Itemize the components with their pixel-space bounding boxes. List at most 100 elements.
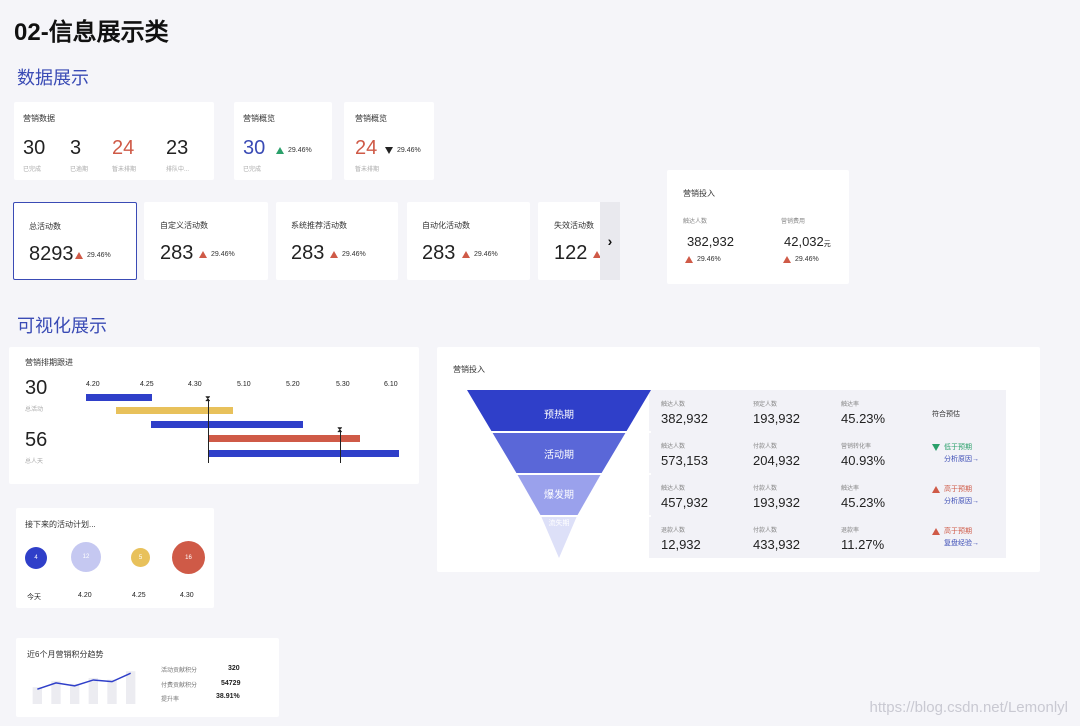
pin-icon: ⧗ [205, 394, 211, 403]
delta-text: 29.46% [795, 256, 819, 263]
funnel-metric-label: 付款人数 [753, 444, 778, 450]
overview-card: 营销概览 24 29.46% 暂未排期 [344, 102, 434, 180]
delta-text: 29.46% [288, 147, 312, 154]
funnel-metric-value: 45.23% [841, 495, 886, 510]
plan-bubble[interactable]: 5 [131, 548, 150, 567]
analysis-link[interactable]: 复盘经验→ [944, 540, 979, 547]
status: 高于预期 [932, 484, 972, 494]
stat-value: 30 [23, 137, 46, 159]
date-tick: 5.30 [336, 381, 350, 388]
funnel-metric-label: 触达人数 [661, 444, 686, 450]
watermark: https://blog.csdn.net/Lemonlyl [869, 699, 1068, 716]
card-title: 近6个月营销积分趋势 [27, 650, 104, 659]
funnel-metric-label: 营销转化率 [841, 444, 872, 450]
gantt-bar[interactable] [86, 394, 152, 401]
stat-value: 30 [25, 377, 48, 399]
stat-value: 23 [166, 137, 189, 159]
activity-value: 122 [554, 242, 588, 264]
funnel-card: 营销投入 预热期 活动期 爆发期 流失期 触达人数 382,932 预定人数 193,… [437, 347, 1040, 572]
activity-value: 283 [160, 242, 194, 264]
plan-date: 4.20 [78, 592, 92, 599]
plan-bubble[interactable]: 4 [25, 547, 47, 569]
down-triangle-icon [932, 443, 940, 451]
stat-label: 总人天 [25, 459, 44, 465]
stat-label: 总活动 [25, 407, 44, 413]
gantt-bar[interactable] [208, 435, 360, 442]
activity-card[interactable]: 自动化活动数 283 29.46% [407, 202, 530, 280]
activity-value: 8293 [29, 243, 74, 265]
status-text: 高于预期 [944, 486, 972, 493]
funnel-metric-label: 触达率 [841, 486, 860, 492]
plan-bubble[interactable]: 16 [172, 541, 205, 574]
gantt-bar[interactable] [151, 421, 303, 428]
stat-value: 3 [70, 137, 82, 159]
delta: 29.46% [685, 256, 721, 263]
stat-label: 暂未排期 [355, 167, 380, 173]
date-tick: 5.20 [286, 381, 300, 388]
funnel-stage-1 [467, 390, 651, 432]
funnel-stage-2 [492, 432, 626, 474]
delta-text: 29.46% [342, 251, 366, 258]
metric-label: 营销费用 [781, 219, 806, 225]
activity-card[interactable]: 自定义活动数 283 29.46% [144, 202, 268, 280]
analysis-link[interactable]: 分析原因→ [944, 456, 979, 463]
up-triangle-icon [593, 251, 601, 258]
plan-date: 4.25 [132, 592, 146, 599]
date-tick: 5.10 [237, 381, 251, 388]
funnel-metric-label: 触达人数 [661, 486, 686, 492]
section-title-data: 数据展示 [17, 68, 89, 88]
stat-label: 已完成 [243, 167, 262, 173]
trend-label: 提升率 [161, 697, 180, 703]
stat-value: 24 [112, 137, 135, 159]
plan-date: 今天 [27, 594, 41, 601]
schedule-card: 营销排期跟进 30 总活动 56 总人天 4.20 4.25 4.30 5.10… [9, 347, 419, 484]
activity-card-selected[interactable]: 总活动数 8293 29.46% [13, 202, 137, 280]
funnel-stage-label: 活动期 [544, 450, 574, 461]
card-title: 营销概览 [243, 114, 275, 123]
funnel-stage-4 [541, 516, 577, 558]
trend-value: 320 [228, 665, 240, 672]
delta: 29.46% [462, 251, 498, 258]
card-title: 总活动数 [29, 222, 61, 231]
activity-card[interactable]: 系统推荐活动数 283 29.46% [276, 202, 398, 280]
status: 高于预期 [932, 526, 972, 536]
gantt-bar[interactable] [208, 450, 399, 457]
unit-text: 元 [823, 241, 831, 248]
plan-date: 4.30 [180, 592, 194, 599]
funnel-metric-value: 193,932 [753, 495, 800, 510]
card-title: 系统推荐活动数 [291, 221, 347, 230]
gantt-bar[interactable] [116, 407, 233, 414]
overview-value: 24 [355, 137, 378, 159]
up-triangle-icon [330, 251, 338, 258]
up-triangle-icon [462, 251, 470, 258]
date-tick: 4.25 [140, 381, 154, 388]
card-title: 接下来的活动计划... [25, 520, 96, 529]
plan-bubble[interactable]: 12 [71, 542, 101, 572]
funnel-table-bg [649, 390, 1006, 558]
funnel-metric-value: 457,932 [661, 495, 708, 510]
delta: 29.46% [385, 147, 421, 154]
status-text: 高于预期 [944, 528, 972, 535]
delta-text: 29.46% [474, 251, 498, 258]
delta: 29.46% [330, 251, 366, 258]
trend-bar [70, 683, 80, 704]
up-triangle-icon [932, 527, 940, 535]
card-title: 营销概览 [355, 114, 387, 123]
card-title: 自动化活动数 [422, 221, 470, 230]
date-tick: 4.30 [188, 381, 202, 388]
metric-value: 382,932 [687, 234, 734, 249]
up-triangle-icon [685, 256, 693, 263]
chevron-right-icon[interactable]: › [600, 202, 620, 280]
marketing-data-card: 营销数据 30 已完成 3 已逾期 24 暂未排期 23 排队中... [14, 102, 214, 180]
analysis-link[interactable]: 分析原因→ [944, 498, 979, 505]
card-title: 营销投入 [453, 365, 485, 374]
trend-bar [32, 687, 42, 704]
funnel-metric-value: 573,153 [661, 453, 708, 468]
card-title: 自定义活动数 [160, 221, 208, 230]
delta: 29.46% [75, 252, 111, 259]
card-title: 营销排期跟进 [25, 358, 73, 367]
trend-bar [88, 677, 98, 704]
funnel-metric-value: 45.23% [841, 411, 886, 426]
overview-card: 营销概览 30 29.46% 已完成 [234, 102, 332, 180]
today-marker-line [208, 399, 209, 463]
